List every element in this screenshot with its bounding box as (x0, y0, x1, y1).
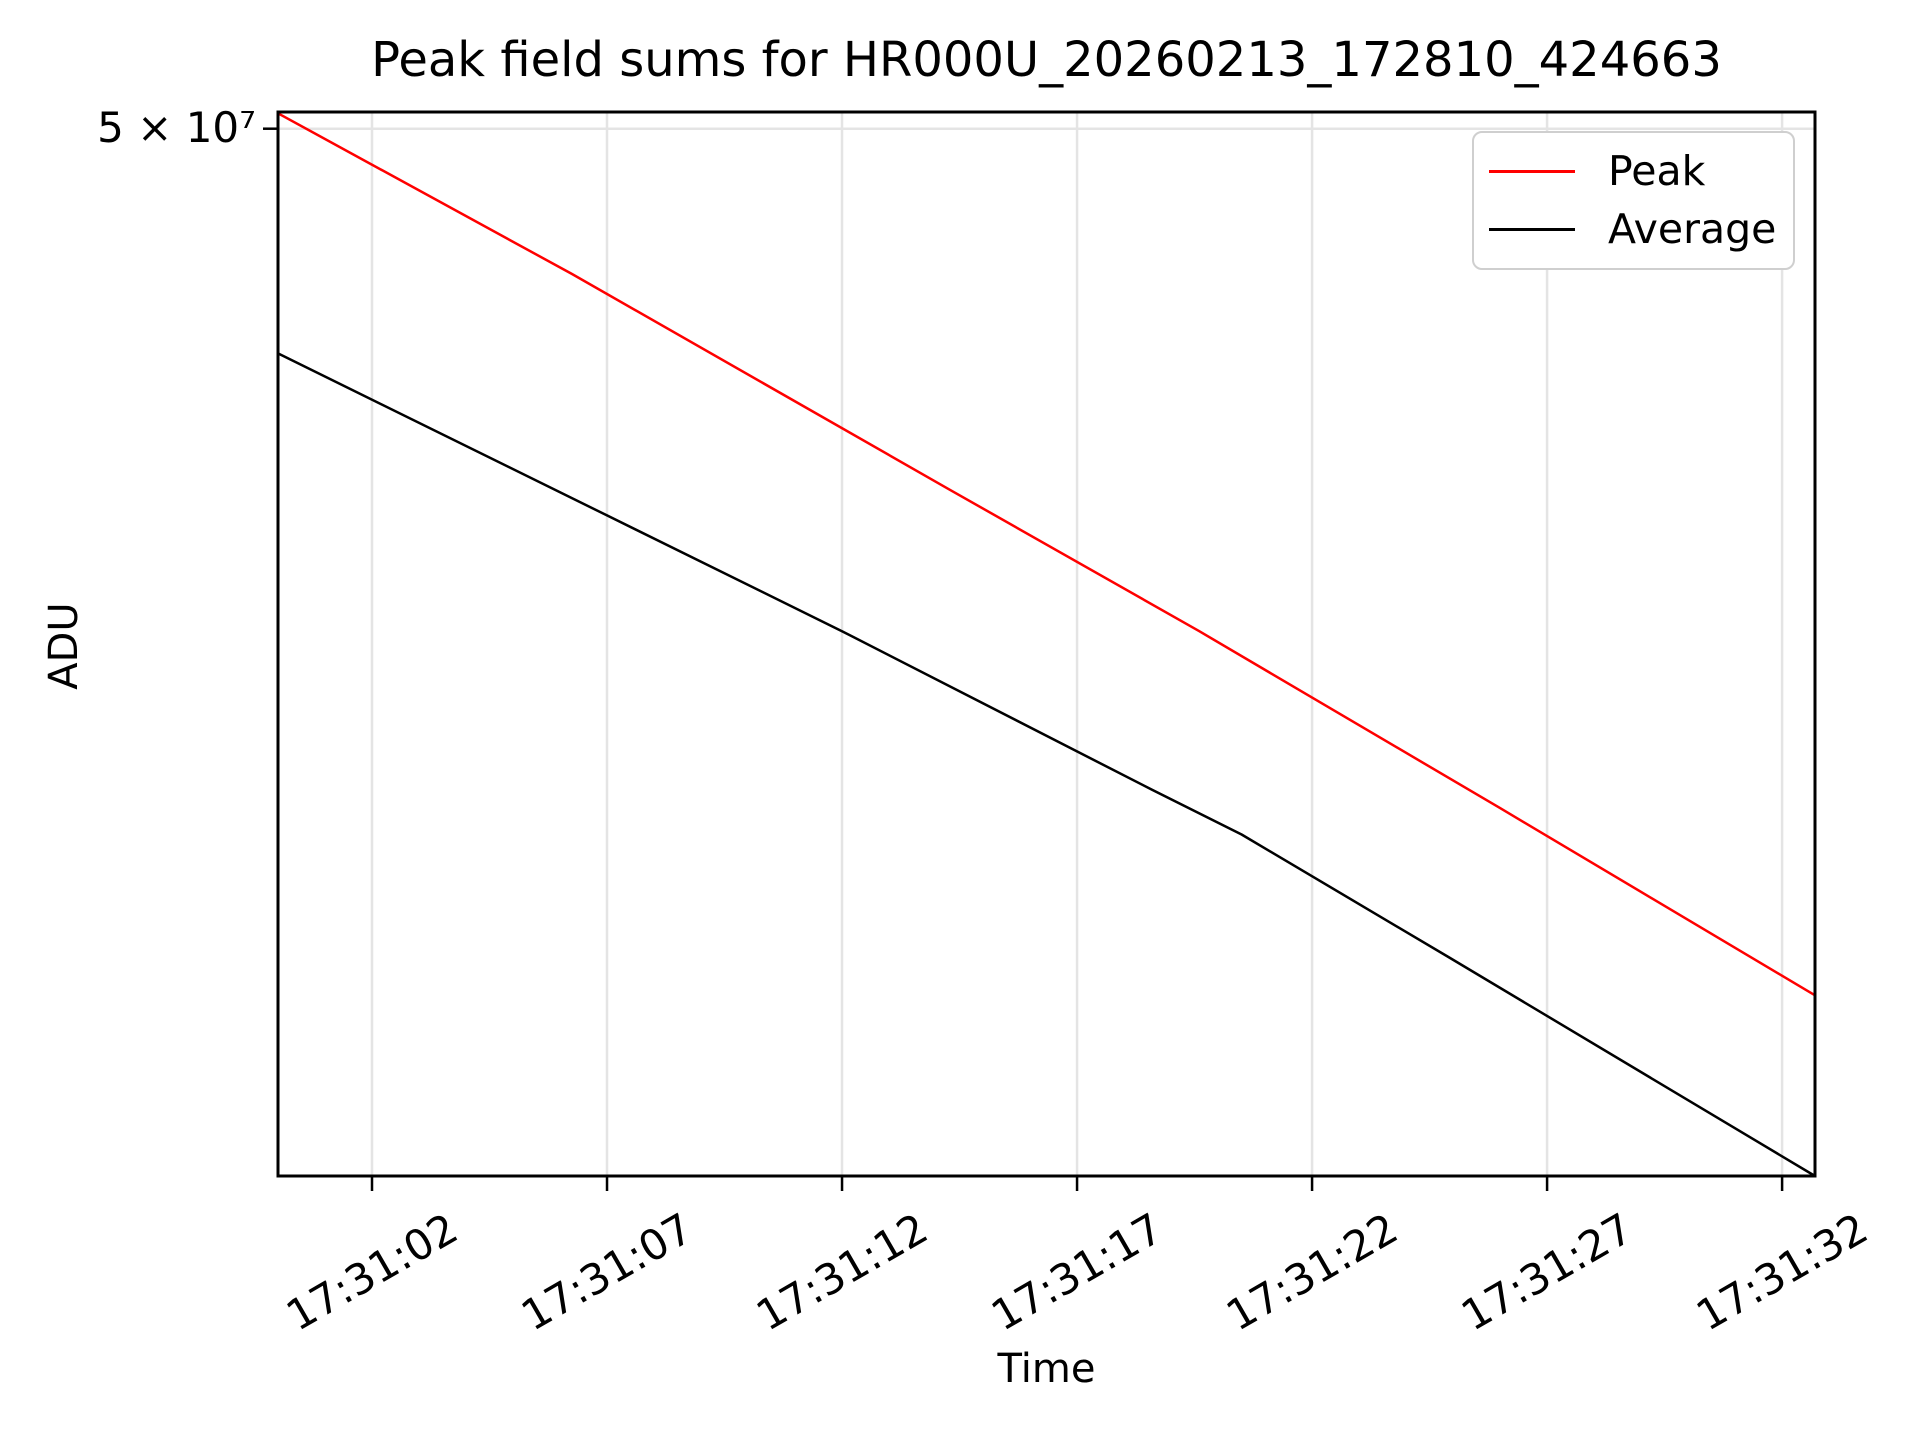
x-axis-label: Time (997, 1346, 1096, 1392)
legend-label-average: Average (1608, 204, 1777, 253)
peak-line-swatch (1489, 169, 1575, 173)
average-line-swatch (1489, 228, 1575, 232)
y-axis-label: ADU (41, 602, 87, 690)
legend-label-peak: Peak (1608, 146, 1706, 195)
legend-entry-average: Average (1474, 204, 1793, 253)
series-line-peak (277, 112, 1816, 997)
legend-entry-peak: Peak (1474, 146, 1793, 195)
chart-title: Peak field sums for HR000U_20260213_1728… (371, 32, 1722, 88)
legend-box: Peak Average (1472, 131, 1795, 270)
plot-border (276, 110, 1817, 1178)
y-tick-label: 5 × 10⁷ (97, 103, 256, 152)
series-line-average (277, 352, 1816, 1178)
